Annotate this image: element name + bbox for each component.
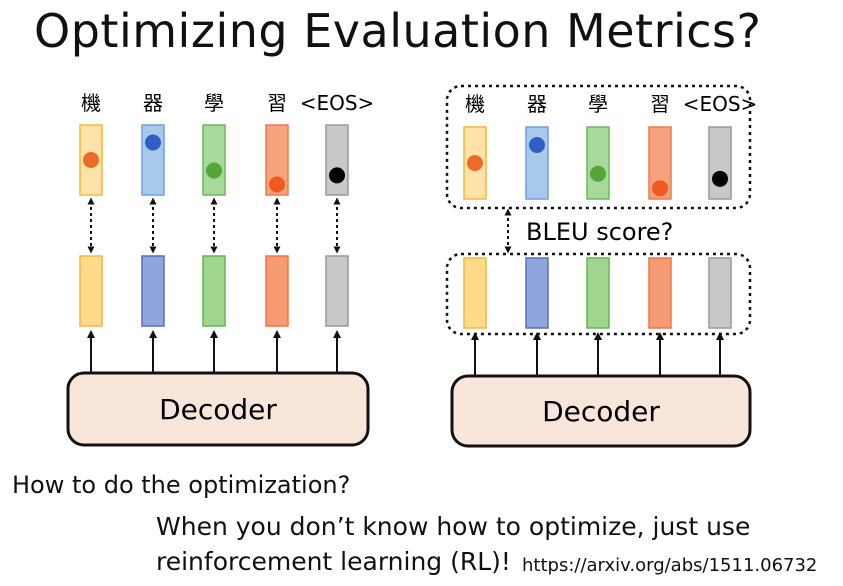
hidden-state-bar — [648, 257, 672, 329]
decoder-label: Decoder — [159, 393, 277, 426]
hidden-state-bar — [141, 255, 165, 327]
decoder-label: Decoder — [542, 395, 660, 428]
output-distribution-bar — [202, 124, 226, 196]
output-distribution-bar — [586, 126, 610, 200]
hidden-state-bar — [586, 257, 610, 329]
output-distribution-bar — [325, 124, 349, 196]
probability-dot — [529, 137, 545, 153]
probability-dot — [145, 134, 161, 151]
token-label: 機 — [81, 91, 101, 115]
answer-line-1: When you don’t know how to optimize, jus… — [156, 512, 751, 541]
output-distribution-bar — [265, 124, 289, 196]
hidden-state-bar — [525, 257, 549, 329]
token-label: 器 — [527, 92, 547, 116]
output-distribution-bar — [708, 126, 732, 200]
decoder-box — [450, 374, 752, 448]
probability-dot — [206, 162, 222, 179]
hidden-group-outline — [445, 252, 752, 336]
token-label: 機 — [465, 92, 485, 116]
probability-dot — [712, 170, 728, 187]
hidden-state-bar — [463, 257, 487, 329]
token-label: 學 — [204, 91, 224, 115]
question-text: How to do the optimization? — [12, 471, 351, 499]
hidden-state-bar — [202, 255, 226, 327]
hidden-state-bar — [265, 255, 289, 327]
probability-dot — [83, 152, 99, 168]
right-panel: 機 器 學 習 <EOS> Decoder BLEU score? — [445, 84, 758, 448]
bleu-score-label: BLEU score? — [526, 218, 673, 246]
token-label: 習 — [267, 91, 287, 115]
slide-title: Optimizing Evaluation Metrics? — [34, 4, 762, 58]
probability-dot — [590, 165, 606, 182]
token-label: 器 — [143, 91, 163, 115]
output-group-outline — [445, 84, 752, 210]
probability-dot — [467, 155, 483, 171]
output-distribution-bar — [648, 126, 672, 200]
answer-line-2: reinforcement learning (RL)! — [156, 547, 511, 576]
hidden-state-bar — [325, 255, 349, 327]
decoder-box — [66, 371, 370, 447]
probability-dot — [652, 180, 668, 197]
reference-link[interactable]: https://arxiv.org/abs/1511.06732 — [522, 555, 818, 576]
token-label: 習 — [650, 92, 670, 116]
token-label: <EOS> — [683, 92, 758, 116]
probability-dot — [269, 176, 285, 193]
left-panel: 機 器 學 習 <EOS> Decoder — [66, 91, 375, 447]
token-label: <EOS> — [300, 91, 375, 115]
hidden-state-bar — [79, 255, 103, 327]
hidden-state-bar — [708, 257, 732, 329]
probability-dot — [329, 167, 345, 184]
token-label: 學 — [588, 92, 608, 116]
